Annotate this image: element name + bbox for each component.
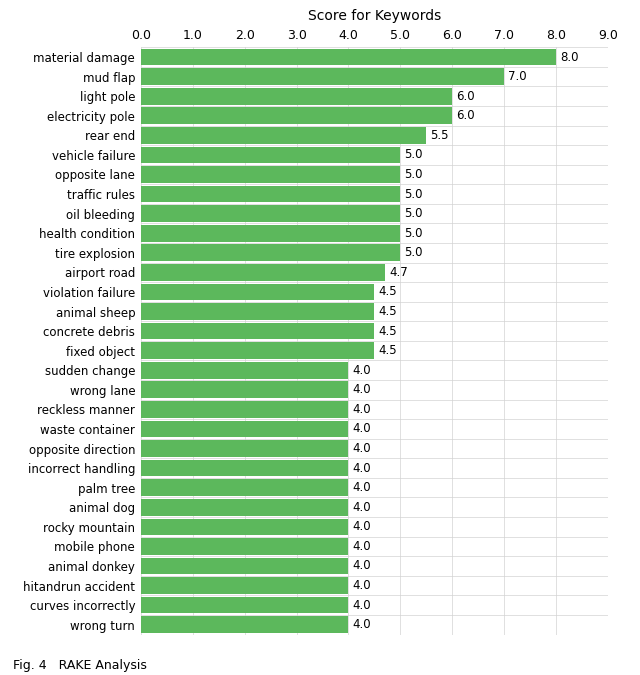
Text: 5.0: 5.0 [404,227,423,240]
Text: 4.0: 4.0 [353,501,371,514]
Bar [141,205,401,222]
Text: 4.0: 4.0 [353,442,371,455]
Text: 7.0: 7.0 [508,70,527,83]
Bar [141,323,374,340]
Text: 4.0: 4.0 [353,540,371,553]
Bar [141,166,401,183]
Text: 4.0: 4.0 [353,383,371,396]
Bar [141,342,374,359]
Text: 4.0: 4.0 [353,462,371,475]
Text: Fig. 4   RAKE Analysis: Fig. 4 RAKE Analysis [13,659,147,672]
Bar [141,88,452,105]
Text: 4.0: 4.0 [353,579,371,592]
Bar [141,421,348,437]
X-axis label: Score for Keywords: Score for Keywords [308,9,441,24]
Bar [141,381,348,398]
Bar [141,244,401,261]
Bar [141,264,385,281]
Bar [141,597,348,614]
Text: 4.5: 4.5 [378,344,397,357]
Bar [141,146,401,163]
Bar [141,577,348,594]
Bar [141,284,374,300]
Text: 4.0: 4.0 [353,560,371,572]
Bar [141,440,348,457]
Bar [141,68,504,85]
Bar [141,538,348,555]
Text: 4.0: 4.0 [353,403,371,416]
Bar [141,303,374,320]
Bar [141,479,348,496]
Bar [141,558,348,574]
Text: 4.0: 4.0 [353,599,371,612]
Text: 5.0: 5.0 [404,148,423,161]
Bar [141,107,452,124]
Bar [141,518,348,535]
Text: 4.0: 4.0 [353,423,371,435]
Text: 6.0: 6.0 [456,90,475,103]
Text: 4.0: 4.0 [353,481,371,494]
Text: 6.0: 6.0 [456,109,475,122]
Bar [141,616,348,633]
Bar [141,49,556,65]
Bar [141,127,426,144]
Text: 5.5: 5.5 [431,129,449,142]
Bar [141,401,348,418]
Text: 4.7: 4.7 [389,266,408,279]
Text: 5.0: 5.0 [404,168,423,181]
Bar [141,362,348,379]
Text: 4.5: 4.5 [378,286,397,298]
Text: 5.0: 5.0 [404,207,423,220]
Bar [141,460,348,477]
Bar [141,186,401,202]
Text: 4.0: 4.0 [353,364,371,377]
Text: 5.0: 5.0 [404,246,423,259]
Text: 4.5: 4.5 [378,325,397,338]
Bar [141,225,401,242]
Text: 5.0: 5.0 [404,188,423,200]
Text: 4.0: 4.0 [353,520,371,533]
Bar [141,499,348,516]
Text: 8.0: 8.0 [560,51,579,63]
Text: 4.0: 4.0 [353,618,371,631]
Text: 4.5: 4.5 [378,305,397,318]
